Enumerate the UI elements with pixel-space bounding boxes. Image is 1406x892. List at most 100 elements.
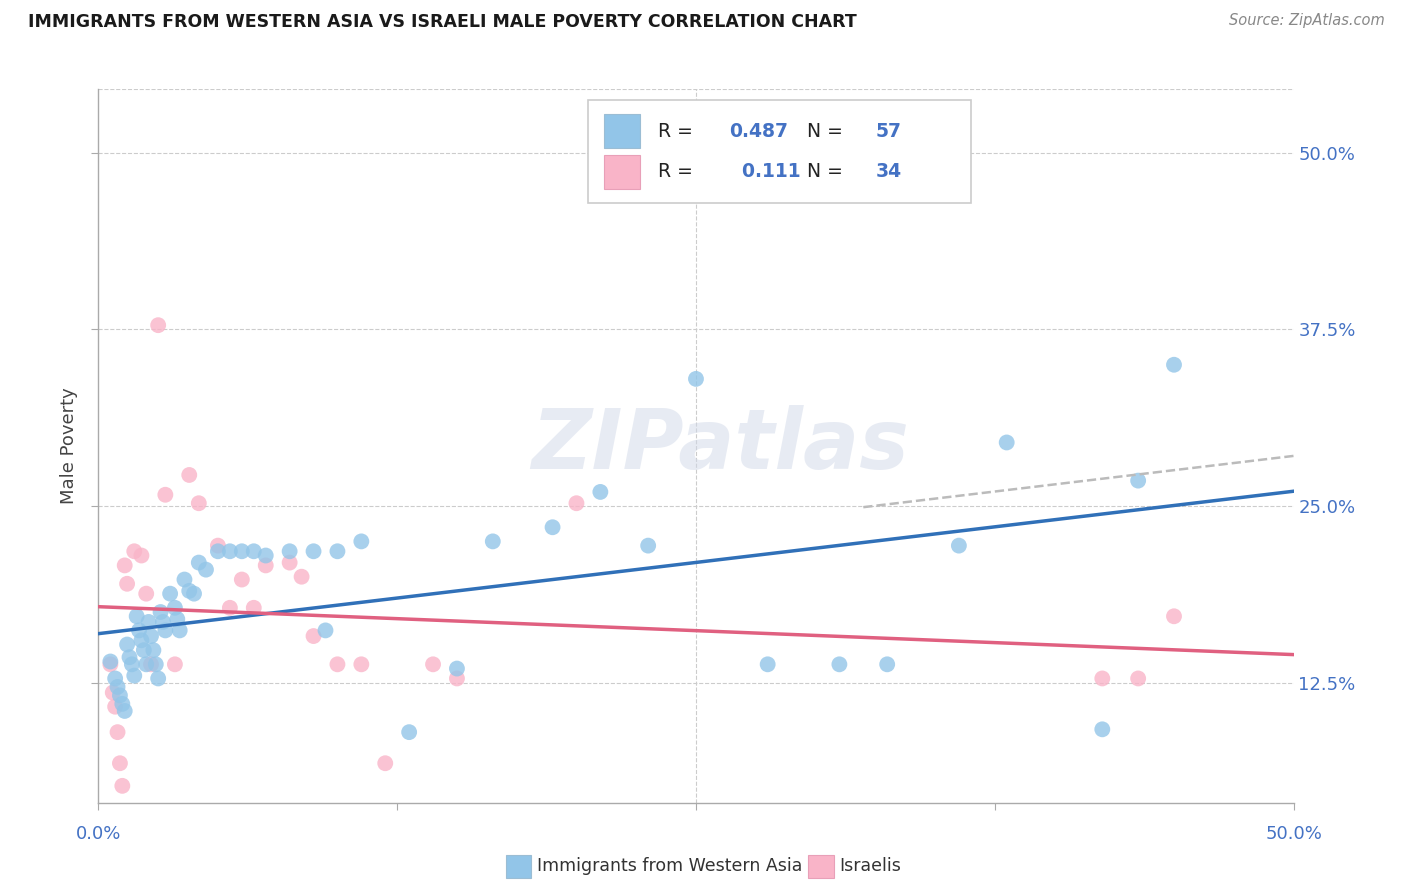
Point [115,576,138,591]
Point [278,544,301,558]
Point [148,672,170,686]
Point [98,657,122,672]
Point [124,668,146,682]
Point [1163,358,1185,372]
Point [254,549,277,563]
Text: R =: R = [658,122,699,141]
Point [148,318,170,333]
Point [101,685,124,699]
Point [1091,672,1114,686]
Point [828,657,851,672]
Point [481,534,505,549]
Point [135,657,157,672]
Text: N =: N = [807,122,849,141]
Point [995,435,1018,450]
Point [254,558,277,573]
Point [187,496,209,510]
Point [104,699,127,714]
Point [128,624,150,638]
Point [207,539,229,553]
Point [179,467,201,482]
Point [138,615,160,629]
Point [398,725,420,739]
Text: R =: R = [658,162,699,181]
Point [278,556,301,570]
Text: N =: N = [807,162,849,181]
Point [219,600,242,615]
Text: IMMIGRANTS FROM WESTERN ASIA VS ISRAELI MALE POVERTY CORRELATION CHART: IMMIGRANTS FROM WESTERN ASIA VS ISRAELI … [28,13,856,31]
Point [121,657,143,672]
Point [98,655,122,669]
Point [104,672,127,686]
Point [131,549,153,563]
Point [565,496,588,510]
Point [111,779,134,793]
Point [179,583,201,598]
Point [111,697,134,711]
Point [108,689,131,703]
Text: 0.0%: 0.0% [76,825,121,843]
Point [350,657,373,672]
Point [125,609,148,624]
Point [155,488,177,502]
Point [1128,672,1150,686]
Point [107,725,129,739]
Point [207,544,229,558]
Text: Source: ZipAtlas.com: Source: ZipAtlas.com [1229,13,1385,29]
Point [152,615,174,629]
FancyBboxPatch shape [605,155,640,189]
Point [685,372,707,386]
Point [219,544,242,558]
Point [876,657,898,672]
Point [118,650,141,665]
Text: Israelis: Israelis [839,857,901,875]
Point [541,520,564,534]
Point [149,605,172,619]
Point [187,556,209,570]
Text: 50.0%: 50.0% [1265,825,1322,843]
Point [108,756,131,771]
Point [132,643,155,657]
Point [948,539,970,553]
Text: 57: 57 [875,122,901,141]
Point [422,657,444,672]
Point [350,534,373,549]
Point [374,756,396,771]
Point [291,570,314,584]
Point [243,544,266,558]
Point [302,629,325,643]
Point [589,484,612,499]
Text: 0.487: 0.487 [730,122,789,141]
Point [446,672,468,686]
Point [231,573,253,587]
Text: 0.111: 0.111 [730,162,801,181]
Text: ZIPatlas: ZIPatlas [531,406,908,486]
Point [1091,723,1114,737]
Point [107,680,129,694]
Point [131,633,153,648]
Point [169,624,191,638]
Point [315,624,337,638]
Point [139,629,162,643]
Text: Immigrants from Western Asia: Immigrants from Western Asia [537,857,803,875]
Point [142,643,165,657]
Point [163,600,186,615]
Point [155,624,177,638]
Y-axis label: Male Poverty: Male Poverty [60,388,79,504]
Point [326,544,349,558]
Point [243,600,266,615]
Point [173,573,195,587]
Point [145,657,167,672]
Point [1163,609,1185,624]
Point [194,563,218,577]
Point [163,657,186,672]
FancyBboxPatch shape [588,100,970,203]
Point [446,662,468,676]
Point [183,587,205,601]
Point [166,612,188,626]
Point [115,638,138,652]
Point [124,544,146,558]
Point [637,539,659,553]
Point [326,657,349,672]
Point [114,558,136,573]
